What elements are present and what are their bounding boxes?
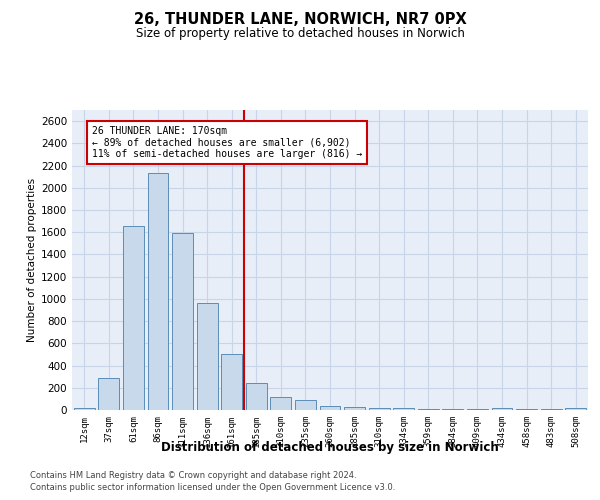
Text: 26, THUNDER LANE, NORWICH, NR7 0PX: 26, THUNDER LANE, NORWICH, NR7 0PX: [134, 12, 466, 28]
Bar: [565, 408, 586, 410]
Text: Distribution of detached houses by size in Norwich: Distribution of detached houses by size …: [161, 441, 499, 454]
Bar: [418, 409, 439, 410]
Bar: [467, 409, 488, 410]
Bar: [393, 408, 414, 410]
Bar: [148, 174, 169, 410]
Bar: [271, 397, 292, 410]
Bar: [197, 304, 218, 410]
Bar: [491, 408, 512, 410]
Text: Contains public sector information licensed under the Open Government Licence v3: Contains public sector information licen…: [30, 484, 395, 492]
Bar: [74, 408, 95, 410]
Bar: [344, 406, 365, 410]
Bar: [320, 406, 340, 410]
Bar: [516, 409, 537, 410]
Bar: [442, 409, 463, 410]
Bar: [246, 384, 267, 410]
Y-axis label: Number of detached properties: Number of detached properties: [27, 178, 37, 342]
Bar: [98, 378, 119, 410]
Bar: [123, 226, 144, 410]
Bar: [172, 234, 193, 410]
Text: Size of property relative to detached houses in Norwich: Size of property relative to detached ho…: [136, 28, 464, 40]
Bar: [295, 400, 316, 410]
Bar: [368, 408, 389, 410]
Text: Contains HM Land Registry data © Crown copyright and database right 2024.: Contains HM Land Registry data © Crown c…: [30, 471, 356, 480]
Text: 26 THUNDER LANE: 170sqm
← 89% of detached houses are smaller (6,902)
11% of semi: 26 THUNDER LANE: 170sqm ← 89% of detache…: [92, 126, 362, 159]
Bar: [221, 354, 242, 410]
